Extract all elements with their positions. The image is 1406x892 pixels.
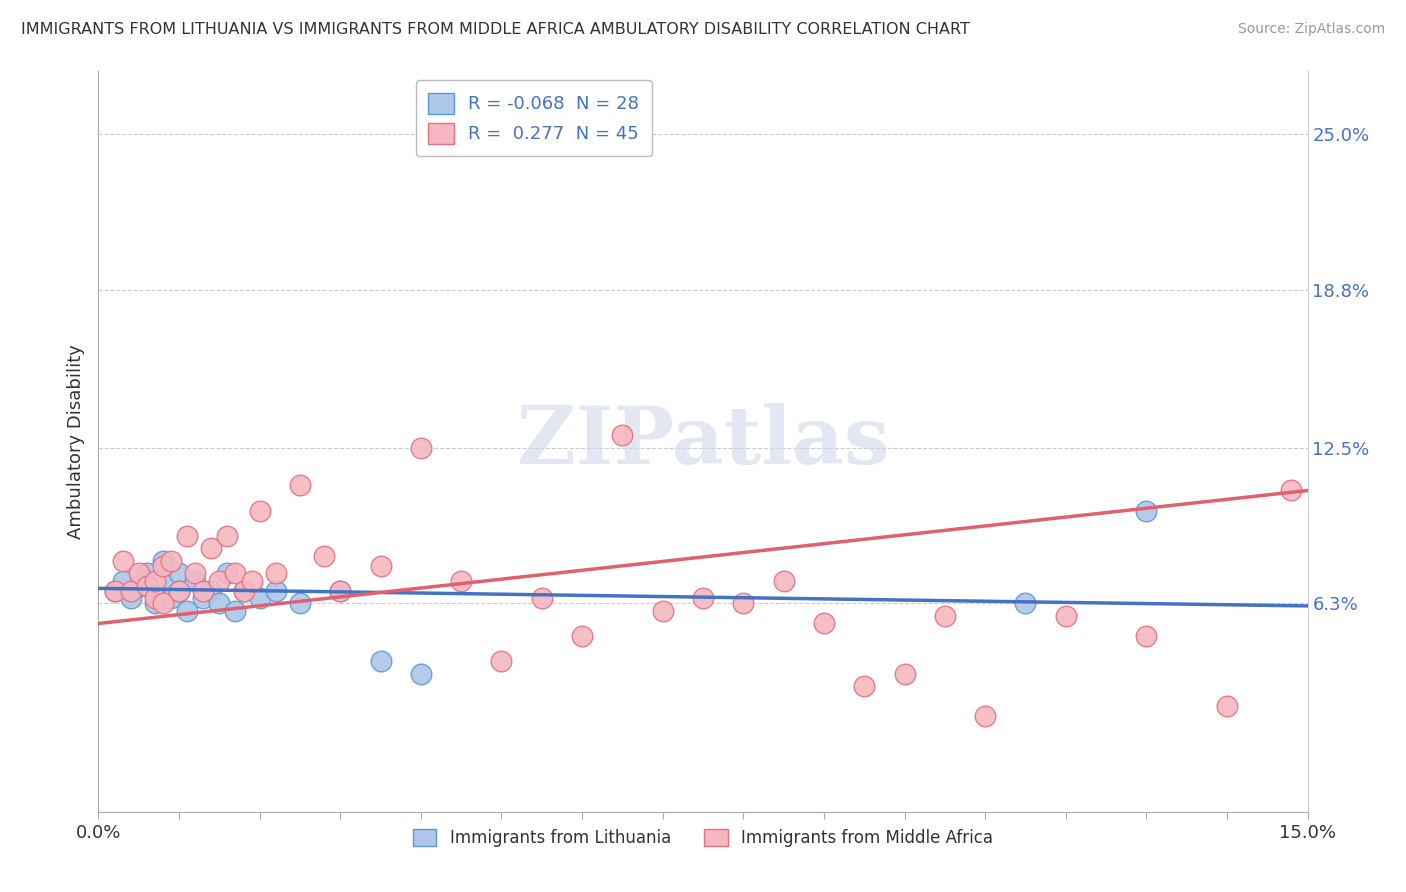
Point [314,549,336,563]
Point [733,596,755,610]
Point [612,428,634,442]
Point [167,566,190,581]
Point [200,541,222,556]
Point [491,654,513,668]
Point [103,583,125,598]
Point [111,574,134,588]
Point [120,583,142,598]
Point [264,583,287,598]
Point [813,616,835,631]
Point [103,583,125,598]
Point [217,566,239,581]
Point [224,566,246,581]
Point [853,679,876,693]
Text: IMMIGRANTS FROM LITHUANIA VS IMMIGRANTS FROM MIDDLE AFRICA AMBULATORY DISABILITY: IMMIGRANTS FROM LITHUANIA VS IMMIGRANTS … [21,22,970,37]
Point [143,596,166,610]
Point [160,591,183,606]
Point [974,709,997,723]
Point [1135,629,1157,643]
Point [264,566,287,581]
Point [193,591,215,606]
Point [450,574,472,588]
Point [409,441,432,455]
Point [409,666,432,681]
Point [167,583,190,598]
Point [772,574,794,588]
Point [208,596,231,610]
Point [249,503,271,517]
Point [232,583,254,598]
Point [370,558,392,573]
Point [176,604,198,618]
Point [249,591,271,606]
Point [143,583,166,598]
Text: ZIPatlas: ZIPatlas [517,402,889,481]
Point [530,591,553,606]
Point [193,583,215,598]
Point [152,554,174,568]
Point [128,579,150,593]
Point [1135,503,1157,517]
Point [184,574,207,588]
Point [934,609,956,624]
Point [143,574,166,588]
Point [893,666,915,681]
Point [1216,699,1239,714]
Y-axis label: Ambulatory Disability: Ambulatory Disability [66,344,84,539]
Point [152,596,174,610]
Point [208,574,231,588]
Point [288,596,311,610]
Point [224,604,246,618]
Point [329,583,352,598]
Point [240,574,263,588]
Point [571,629,593,643]
Point [1054,609,1077,624]
Point [217,529,239,543]
Point [692,591,714,606]
Point [329,583,352,598]
Point [128,566,150,581]
Point [152,574,174,588]
Point [1281,483,1303,498]
Point [370,654,392,668]
Point [143,591,166,606]
Point [200,583,222,598]
Point [111,554,134,568]
Point [152,558,174,573]
Point [1014,596,1036,610]
Point [135,579,157,593]
Point [167,583,190,598]
Text: Source: ZipAtlas.com: Source: ZipAtlas.com [1237,22,1385,37]
Point [160,554,183,568]
Point [232,583,254,598]
Legend: Immigrants from Lithuania, Immigrants from Middle Africa: Immigrants from Lithuania, Immigrants fr… [405,821,1001,855]
Point [184,566,207,581]
Point [176,529,198,543]
Point [288,478,311,492]
Point [135,566,157,581]
Point [120,591,142,606]
Point [651,604,673,618]
